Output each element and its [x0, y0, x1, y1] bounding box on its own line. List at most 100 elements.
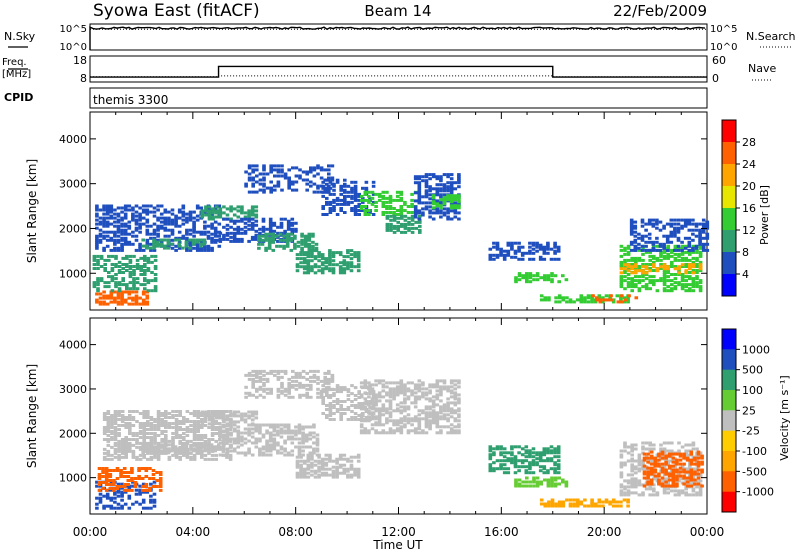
heatmap-cell	[92, 267, 97, 270]
heatmap-cell	[327, 188, 331, 192]
heatmap-cell	[160, 420, 164, 423]
heatmap-cell	[210, 434, 215, 437]
heatmap-cell	[370, 202, 375, 206]
heatmap-cell	[652, 487, 656, 491]
heatmap-cell	[110, 275, 115, 279]
heatmap-cell	[306, 471, 311, 475]
heatmap-cell	[701, 242, 706, 246]
heatmap-cell	[513, 251, 518, 255]
heatmap-cell	[673, 234, 677, 238]
heatmap-cell	[229, 420, 233, 424]
heatmap-cell	[506, 253, 511, 257]
heatmap-cell	[637, 265, 642, 268]
heatmap-cell	[265, 447, 269, 451]
heatmap-cell	[163, 445, 167, 449]
heatmap-cell	[331, 267, 336, 271]
heatmap-cell	[626, 267, 631, 270]
heatmap-cell	[457, 177, 461, 181]
heatmap-cell	[104, 467, 109, 470]
heatmap-cell	[254, 237, 259, 241]
heatmap-cell	[267, 236, 272, 240]
heatmap-cell	[299, 253, 303, 257]
heatmap-cell	[648, 441, 652, 445]
heatmap-cell	[424, 387, 429, 391]
heatmap-cell	[428, 419, 432, 423]
heatmap-cell	[353, 469, 357, 473]
power-colorbar-label: Power [dB]	[758, 185, 771, 245]
heatmap-cell	[439, 189, 443, 193]
heatmap-cell	[213, 232, 218, 236]
heatmap-cell	[153, 441, 157, 445]
heatmap-cell	[269, 164, 273, 168]
heatmap-cell	[269, 188, 273, 192]
heatmap-cell	[125, 269, 129, 272]
heatmap-cell	[287, 395, 291, 399]
heatmap-cell	[155, 451, 160, 455]
heatmap-cell	[283, 393, 288, 397]
heatmap-cell	[630, 445, 634, 449]
heatmap-cell	[138, 447, 143, 451]
heatmap-cell	[670, 489, 674, 493]
heatmap-cell	[356, 257, 361, 261]
heatmap-cell	[225, 418, 230, 422]
heatmap-cell	[695, 485, 699, 489]
heatmap-cell	[514, 278, 518, 282]
heatmap-cell	[113, 455, 118, 459]
heatmap-cell	[410, 230, 415, 234]
heatmap-cell	[435, 175, 440, 179]
heatmap-cell	[153, 428, 157, 431]
heatmap-cell	[356, 263, 361, 267]
heatmap-cell	[152, 238, 156, 242]
heatmap-cell	[166, 246, 171, 250]
heatmap-cell	[211, 420, 215, 424]
heatmap-cell	[110, 420, 114, 423]
heatmap-cell	[435, 189, 440, 193]
heatmap-cell	[675, 470, 679, 474]
heatmap-cell	[149, 494, 153, 498]
heatmap-cell	[232, 219, 237, 223]
heatmap-cell	[255, 389, 259, 393]
heatmap-cell	[682, 482, 686, 486]
heatmap-cell	[685, 456, 690, 460]
heatmap-cell	[457, 429, 461, 433]
heatmap-cell	[149, 457, 154, 461]
heatmap-cell	[691, 244, 696, 248]
heatmap-cell	[240, 237, 244, 241]
heatmap-cell	[357, 418, 361, 421]
heatmap-cell	[388, 196, 393, 200]
heatmap-cell	[105, 208, 110, 212]
heatmap-cell	[370, 401, 375, 405]
heatmap-cell	[660, 462, 665, 466]
heatmap-cell	[166, 447, 171, 451]
heatmap-cell	[243, 453, 248, 457]
heatmap-cell	[160, 430, 164, 433]
heatmap-cell	[213, 449, 217, 453]
heatmap-cell	[310, 461, 314, 465]
heatmap-cell	[306, 259, 311, 263]
heatmap-cell	[164, 436, 168, 439]
heatmap-cell	[116, 214, 121, 218]
noise-left-label: N.Sky	[4, 30, 36, 43]
heatmap-cell	[428, 415, 432, 419]
heatmap-cell	[134, 300, 139, 304]
heatmap-cell	[630, 465, 634, 469]
heatmap-cell	[225, 414, 230, 418]
heatmap-cell	[417, 209, 422, 213]
heatmap-cell	[171, 439, 175, 443]
heatmap-cell	[695, 283, 699, 287]
heatmap-cell	[96, 277, 100, 281]
heatmap-cell	[644, 447, 649, 451]
heatmap-cell	[218, 410, 223, 414]
heatmap-cell	[210, 246, 214, 250]
heatmap-cell	[449, 381, 454, 385]
heatmap-cell	[689, 472, 694, 476]
heatmap-cell	[236, 227, 241, 231]
heatmap-cell	[664, 460, 668, 464]
heatmap-cell	[399, 401, 404, 405]
heatmap-cell	[629, 248, 634, 252]
heatmap-cell	[185, 455, 190, 459]
heatmap-cell	[684, 256, 688, 260]
heatmap-cell	[210, 424, 215, 427]
heatmap-cell	[517, 257, 521, 261]
heatmap-cell	[120, 449, 125, 453]
